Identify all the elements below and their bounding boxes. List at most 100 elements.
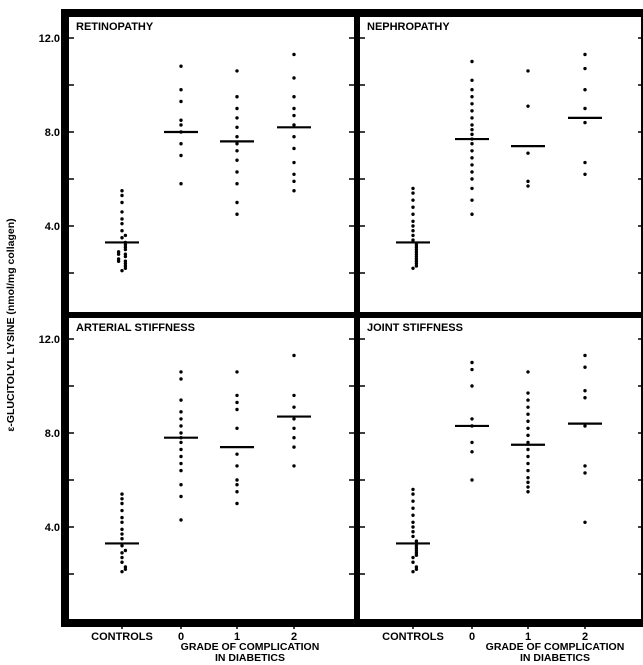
data-point	[411, 219, 415, 223]
data-point	[120, 497, 124, 501]
data-point	[179, 377, 183, 381]
panel-nephropathy: NEPHROPATHY	[360, 21, 643, 274]
data-point	[179, 454, 183, 459]
x-tick-label: 2	[582, 631, 588, 643]
data-point	[411, 487, 415, 492]
data-point	[120, 551, 124, 555]
data-point	[235, 149, 239, 153]
data-point	[179, 64, 183, 68]
data-point	[411, 560, 415, 564]
data-point	[470, 102, 474, 106]
data-point	[292, 179, 296, 184]
data-point	[123, 254, 128, 259]
data-point	[411, 525, 415, 529]
data-point	[414, 250, 419, 254]
data-point	[526, 412, 530, 416]
y-tick-label: 12.0	[39, 33, 60, 45]
data-point	[411, 238, 415, 242]
data-point	[179, 518, 183, 522]
data-point	[123, 259, 128, 263]
data-point	[116, 252, 121, 256]
data-point	[526, 419, 530, 423]
data-point	[235, 452, 239, 456]
data-point	[411, 520, 415, 524]
data-point	[123, 245, 128, 249]
data-point	[526, 69, 530, 73]
data-point	[235, 170, 239, 174]
data-point	[179, 440, 183, 445]
data-point	[411, 229, 415, 233]
data-point	[526, 490, 530, 494]
data-point	[235, 464, 239, 468]
data-point	[292, 464, 296, 468]
x-tick-label: CONTROLS	[91, 631, 153, 643]
data-point	[235, 426, 239, 430]
category-0	[164, 64, 198, 186]
category-2	[277, 353, 311, 468]
data-point	[292, 405, 296, 409]
data-point	[411, 233, 415, 238]
y-tick-label: 12.0	[39, 334, 60, 346]
category-2	[277, 52, 311, 193]
x-tick-label: 0	[469, 631, 475, 643]
data-point	[179, 483, 183, 487]
data-point	[292, 417, 296, 421]
data-point	[179, 410, 183, 414]
data-point	[470, 212, 474, 216]
data-point	[235, 393, 239, 398]
data-point	[292, 353, 296, 358]
data-point	[116, 257, 121, 261]
data-point	[470, 127, 474, 132]
data-point	[120, 560, 124, 564]
data-point	[120, 200, 124, 205]
data-point	[470, 149, 474, 153]
data-point	[526, 179, 530, 184]
data-point	[414, 257, 419, 261]
data-point	[120, 555, 124, 560]
data-point	[470, 88, 474, 92]
data-point	[411, 506, 415, 510]
data-point	[235, 490, 239, 494]
data-point	[411, 186, 415, 191]
data-point	[583, 389, 587, 393]
data-point	[414, 567, 419, 571]
data-point	[526, 426, 530, 430]
data-point	[414, 553, 419, 557]
panel-title: RETINOPATHY	[76, 21, 154, 33]
x-tick-label: 1	[525, 631, 531, 643]
data-point	[583, 471, 587, 475]
data-point	[120, 236, 124, 240]
x-axis-label-left-line2: IN DIABETICS	[215, 652, 285, 664]
data-point	[120, 229, 124, 233]
data-point	[470, 360, 474, 365]
data-point	[414, 259, 419, 263]
data-point	[411, 212, 415, 216]
data-point	[123, 565, 128, 569]
data-point	[526, 447, 530, 452]
category-1	[220, 370, 254, 506]
panel-title: ARTERIAL STIFFNESS	[76, 322, 195, 334]
x-axis-label-right-line2: IN DIABETICS	[520, 652, 590, 664]
data-point	[470, 116, 474, 120]
data-point	[470, 478, 474, 482]
data-point	[179, 99, 183, 104]
y-tick-label: 4.0	[45, 522, 60, 534]
data-point	[470, 109, 474, 113]
data-point	[179, 142, 183, 146]
data-point	[292, 445, 296, 449]
data-point	[583, 66, 587, 71]
data-point	[414, 254, 419, 259]
data-point	[292, 160, 296, 165]
data-point	[583, 365, 587, 369]
data-point	[120, 501, 124, 506]
data-point	[292, 135, 296, 139]
category-2	[568, 52, 602, 176]
data-point	[411, 569, 415, 574]
data-point	[526, 440, 530, 445]
data-point	[123, 252, 128, 256]
data-point	[179, 461, 183, 466]
data-point	[470, 156, 474, 160]
data-point	[179, 494, 183, 499]
data-point	[120, 527, 124, 532]
data-point	[292, 436, 296, 440]
